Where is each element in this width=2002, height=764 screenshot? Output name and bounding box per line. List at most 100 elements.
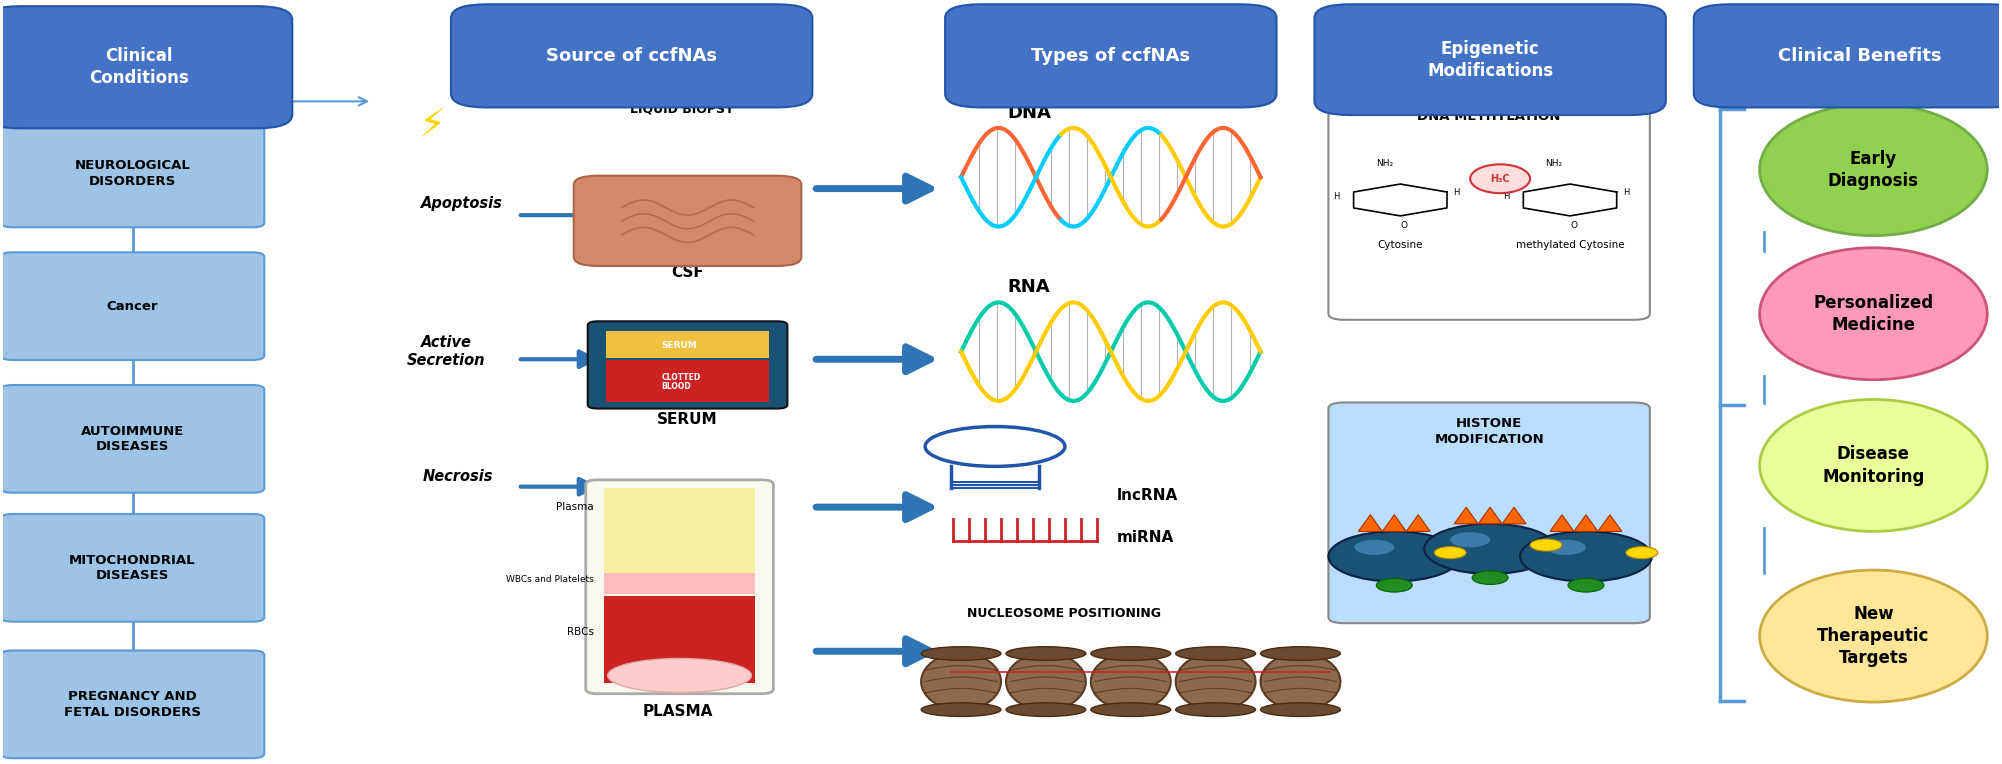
FancyBboxPatch shape <box>575 176 801 266</box>
FancyBboxPatch shape <box>0 529 24 607</box>
Ellipse shape <box>1469 164 1530 193</box>
FancyBboxPatch shape <box>0 400 24 478</box>
FancyBboxPatch shape <box>0 665 24 743</box>
Text: H₃C: H₃C <box>1489 173 1510 183</box>
Polygon shape <box>1359 515 1381 532</box>
FancyBboxPatch shape <box>1329 92 1650 320</box>
FancyBboxPatch shape <box>0 120 264 227</box>
Ellipse shape <box>1760 400 1988 532</box>
FancyBboxPatch shape <box>605 596 755 683</box>
Text: O: O <box>1570 221 1578 229</box>
Ellipse shape <box>1760 570 1988 702</box>
Text: Early
Diagnosis: Early Diagnosis <box>1828 150 1920 189</box>
Text: Plasma: Plasma <box>557 502 595 512</box>
Ellipse shape <box>1091 653 1171 710</box>
FancyBboxPatch shape <box>1315 5 1666 115</box>
Text: lncRNA: lncRNA <box>1117 488 1177 503</box>
Circle shape <box>1471 571 1508 584</box>
Polygon shape <box>1453 507 1477 524</box>
FancyBboxPatch shape <box>0 385 264 493</box>
FancyBboxPatch shape <box>1694 5 2002 108</box>
Polygon shape <box>1477 507 1502 524</box>
Circle shape <box>1449 533 1489 547</box>
Text: PLASMA: PLASMA <box>643 704 713 720</box>
Text: H: H <box>1624 188 1630 197</box>
FancyBboxPatch shape <box>0 267 24 345</box>
Text: ⚡: ⚡ <box>418 105 446 143</box>
Text: H: H <box>1333 192 1339 201</box>
FancyBboxPatch shape <box>1329 403 1650 623</box>
FancyBboxPatch shape <box>0 650 264 758</box>
Text: WBCs and Platelets: WBCs and Platelets <box>507 575 595 584</box>
Text: Active
Secretion: Active Secretion <box>406 335 484 367</box>
FancyBboxPatch shape <box>607 360 769 402</box>
Text: RNA: RNA <box>1007 278 1049 296</box>
Circle shape <box>1530 539 1562 551</box>
Circle shape <box>1520 532 1652 581</box>
Text: Cancer: Cancer <box>106 299 158 312</box>
Ellipse shape <box>1005 703 1085 717</box>
Circle shape <box>1355 539 1393 555</box>
Circle shape <box>1423 524 1556 574</box>
Text: DNA METHYLATION: DNA METHYLATION <box>1417 110 1562 123</box>
FancyBboxPatch shape <box>0 6 292 128</box>
FancyBboxPatch shape <box>0 252 264 360</box>
Text: New
Therapeutic
Targets: New Therapeutic Targets <box>1818 605 1930 667</box>
Text: O: O <box>1401 221 1407 229</box>
Circle shape <box>1546 539 1586 555</box>
Circle shape <box>1626 546 1658 558</box>
Polygon shape <box>1502 507 1526 524</box>
Text: Personalized
Medicine: Personalized Medicine <box>1814 293 1934 334</box>
Circle shape <box>1329 532 1459 581</box>
Ellipse shape <box>1175 653 1255 710</box>
Text: Disease
Monitoring: Disease Monitoring <box>1822 445 1924 486</box>
FancyBboxPatch shape <box>0 514 264 622</box>
FancyBboxPatch shape <box>607 331 769 358</box>
Text: Epigenetic
Modifications: Epigenetic Modifications <box>1427 40 1554 79</box>
Ellipse shape <box>609 659 751 693</box>
Text: Clinical Benefits: Clinical Benefits <box>1778 47 1942 65</box>
Ellipse shape <box>921 653 1001 710</box>
Ellipse shape <box>921 646 1001 660</box>
Text: DNA: DNA <box>1007 104 1051 121</box>
Ellipse shape <box>1005 653 1085 710</box>
FancyBboxPatch shape <box>0 134 24 212</box>
FancyBboxPatch shape <box>945 5 1277 108</box>
Text: Source of ccfNAs: Source of ccfNAs <box>547 47 717 65</box>
Circle shape <box>1433 546 1465 558</box>
Ellipse shape <box>921 703 1001 717</box>
Text: SERUM: SERUM <box>661 341 697 350</box>
Text: NH₂: NH₂ <box>1375 159 1393 168</box>
FancyBboxPatch shape <box>587 480 773 694</box>
Ellipse shape <box>1175 703 1255 717</box>
Ellipse shape <box>1261 646 1341 660</box>
Text: LIQUID BIOPSY: LIQUID BIOPSY <box>629 102 733 115</box>
Polygon shape <box>1574 515 1598 532</box>
Text: CSF: CSF <box>671 264 705 280</box>
Ellipse shape <box>1175 646 1255 660</box>
FancyBboxPatch shape <box>605 488 755 575</box>
Polygon shape <box>1598 515 1622 532</box>
Polygon shape <box>1550 515 1574 532</box>
Polygon shape <box>1405 515 1429 532</box>
Text: miRNA: miRNA <box>1117 530 1173 545</box>
Text: PREGNANCY AND
FETAL DISORDERS: PREGNANCY AND FETAL DISORDERS <box>64 690 200 719</box>
Text: NH₂: NH₂ <box>1546 159 1564 168</box>
Text: CLOTTED
BLOOD: CLOTTED BLOOD <box>661 373 701 391</box>
Text: MITOCHONDRIAL
DISEASES: MITOCHONDRIAL DISEASES <box>70 554 196 582</box>
Ellipse shape <box>1760 248 1988 380</box>
Text: H: H <box>1504 192 1510 201</box>
Ellipse shape <box>1005 646 1085 660</box>
Text: HISTONE
MODIFICATION: HISTONE MODIFICATION <box>1433 417 1544 446</box>
FancyBboxPatch shape <box>450 5 813 108</box>
Ellipse shape <box>1760 104 1988 235</box>
Ellipse shape <box>1261 703 1341 717</box>
Ellipse shape <box>1091 646 1171 660</box>
FancyBboxPatch shape <box>589 322 787 409</box>
Polygon shape <box>1381 515 1405 532</box>
Circle shape <box>1375 578 1411 592</box>
Ellipse shape <box>1091 703 1171 717</box>
Text: Necrosis: Necrosis <box>422 469 492 484</box>
Text: SERUM: SERUM <box>657 413 719 427</box>
Text: RBCs: RBCs <box>567 627 595 637</box>
